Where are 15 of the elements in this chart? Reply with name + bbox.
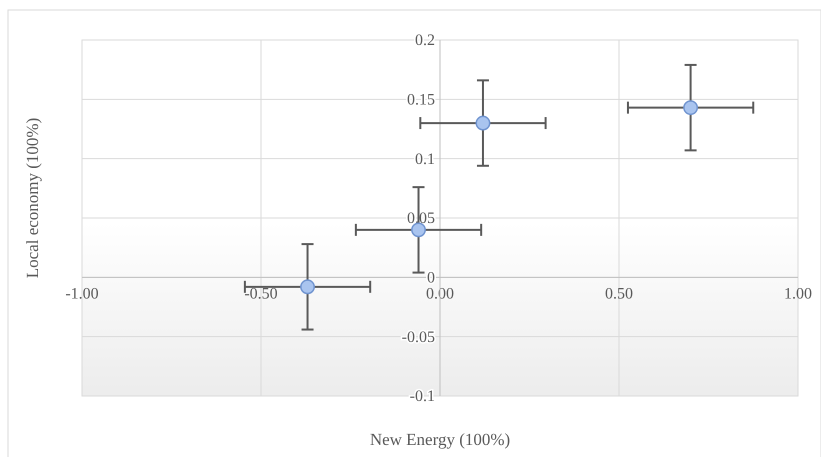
point xyxy=(683,100,698,116)
x-tick-label: -0.50 xyxy=(244,286,278,303)
y-tick-label: 0.2 xyxy=(415,32,435,50)
x-tick-label: -1.00 xyxy=(65,286,99,303)
x-tick-label: 0.50 xyxy=(605,286,633,303)
point xyxy=(300,279,315,294)
x-axis-title: New Energy (100%) xyxy=(370,430,510,449)
point xyxy=(476,116,490,130)
y-tick-label: 0.1 xyxy=(415,150,435,168)
y-tick-label: -0.05 xyxy=(402,328,435,346)
y-tick-label: -0.1 xyxy=(410,388,435,406)
y-tick-label: 0 xyxy=(427,269,435,286)
x-tick-label: 1.00 xyxy=(784,286,812,303)
y-tick-label: 0.15 xyxy=(407,91,435,108)
y-axis-title: Local economy (100%) xyxy=(23,118,42,278)
